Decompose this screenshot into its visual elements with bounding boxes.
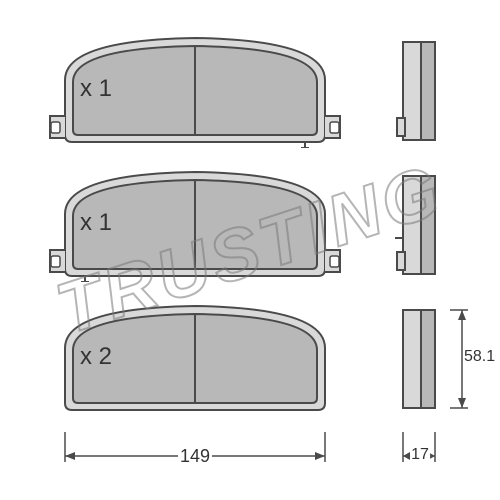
pads-side-view [395,30,445,432]
pad-front-3: x 2 [40,298,350,416]
pads-front-view: x 1 x 1 [40,30,350,432]
dimension-width-value: 149 [178,446,212,467]
dimension-height-value: 58.1 [464,347,495,367]
diagram-canvas: x 1 x 1 [0,0,500,500]
pad-front-2: x 1 [40,164,350,282]
pad-qty-label-2: x 1 [80,209,112,237]
pad-qty-label-3: x 2 [80,343,112,371]
pad-side-3 [395,298,445,416]
dimension-width: 149 [40,432,350,482]
dimension-height: 58.1 [450,298,490,416]
dimension-thickness: 17 [395,432,445,482]
pad-front-1: x 1 [40,30,350,148]
pad-side-2 [395,164,445,282]
pad-side-1 [395,30,445,148]
dimension-thickness-value: 17 [410,446,430,464]
pad-qty-label-1: x 1 [80,75,112,103]
